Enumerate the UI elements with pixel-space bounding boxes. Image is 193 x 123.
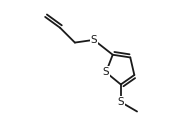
Text: S: S xyxy=(118,97,124,107)
Text: S: S xyxy=(91,35,97,45)
Text: S: S xyxy=(103,67,109,77)
